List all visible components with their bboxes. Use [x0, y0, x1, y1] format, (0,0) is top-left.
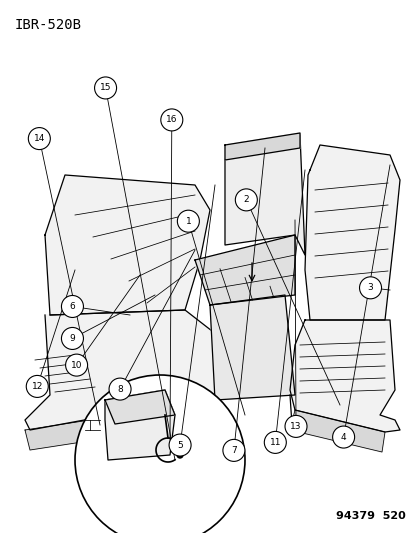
Circle shape [332, 426, 354, 448]
Circle shape [26, 375, 48, 398]
Polygon shape [224, 133, 299, 160]
Text: 9: 9 [69, 334, 75, 343]
Polygon shape [289, 410, 384, 452]
Text: 5: 5 [177, 441, 183, 449]
Circle shape [222, 439, 244, 462]
Text: 4: 4 [340, 433, 346, 441]
Polygon shape [224, 135, 304, 255]
Text: 13: 13 [290, 422, 301, 431]
Polygon shape [25, 400, 224, 450]
Polygon shape [105, 390, 175, 424]
Circle shape [284, 415, 306, 438]
Polygon shape [195, 235, 294, 305]
Text: 6: 6 [69, 302, 75, 311]
Polygon shape [209, 295, 294, 400]
Text: 12: 12 [31, 382, 43, 391]
Polygon shape [105, 390, 175, 460]
Circle shape [75, 375, 244, 533]
Circle shape [358, 277, 381, 299]
Circle shape [263, 431, 286, 454]
Text: 8: 8 [117, 385, 123, 393]
Text: 94379  520: 94379 520 [335, 511, 405, 521]
Text: 14: 14 [33, 134, 45, 143]
Text: 2: 2 [243, 196, 249, 204]
Text: 3: 3 [367, 284, 373, 292]
Polygon shape [45, 175, 209, 315]
Circle shape [65, 354, 88, 376]
Circle shape [61, 327, 83, 350]
Circle shape [235, 189, 257, 211]
Circle shape [28, 127, 50, 150]
Text: 7: 7 [230, 446, 236, 455]
Polygon shape [304, 145, 399, 320]
Text: 1: 1 [185, 217, 191, 225]
Text: IBR-520B: IBR-520B [15, 18, 82, 32]
Circle shape [61, 295, 83, 318]
Text: 10: 10 [71, 361, 82, 369]
Circle shape [177, 210, 199, 232]
Polygon shape [25, 310, 230, 430]
Polygon shape [289, 320, 399, 432]
Circle shape [109, 378, 131, 400]
Circle shape [169, 434, 191, 456]
Text: 11: 11 [269, 438, 280, 447]
Circle shape [177, 452, 183, 458]
Text: 16: 16 [166, 116, 177, 124]
Circle shape [160, 109, 183, 131]
Text: 15: 15 [100, 84, 111, 92]
Circle shape [94, 77, 116, 99]
